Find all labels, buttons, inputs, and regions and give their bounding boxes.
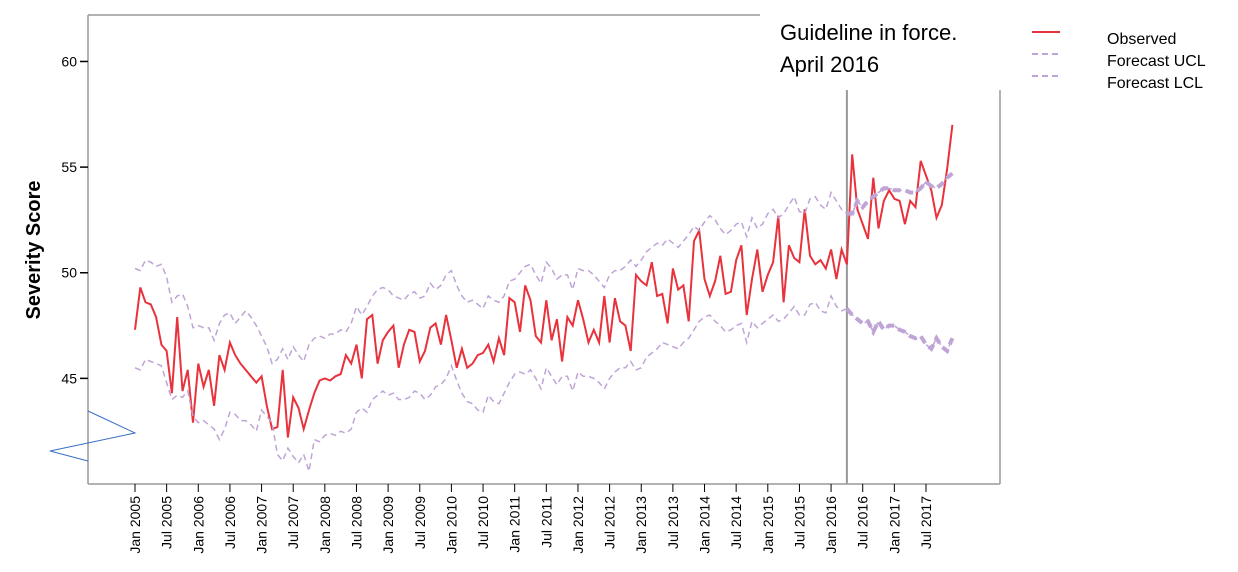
annotation-line: Guideline in force. <box>780 20 957 45</box>
x-tick-label: Jul 2013 <box>665 496 681 549</box>
annotation-line: April 2016 <box>780 52 879 77</box>
series-line-post <box>845 307 955 355</box>
x-tick-label: Jul 2014 <box>728 496 744 549</box>
series-line <box>134 294 954 472</box>
y-tick-label: 55 <box>61 159 77 175</box>
x-tick-label: Jul 2008 <box>348 496 364 549</box>
x-tick-label: Jan 2017 <box>886 496 902 554</box>
x-tick-label: Jul 2017 <box>918 496 934 549</box>
x-tick-label: Jan 2008 <box>317 496 333 554</box>
legend-label: Forecast LCL <box>1107 75 1203 92</box>
x-tick-label: Jul 2010 <box>475 496 491 549</box>
x-tick-label: Jul 2007 <box>285 496 301 549</box>
x-tick-label: Jul 2009 <box>412 496 428 549</box>
x-tick-label: Jul 2011 <box>538 496 554 548</box>
series-line <box>134 124 954 438</box>
x-tick-label: Jan 2012 <box>570 496 586 554</box>
x-tick-label: Jul 2012 <box>602 496 618 549</box>
y-tick-label: 45 <box>61 370 77 386</box>
x-tick-label: Jan 2010 <box>443 496 459 554</box>
x-tick-label: Jul 2015 <box>791 496 807 549</box>
legend-label: Observed <box>1107 31 1176 48</box>
legend-label: Forecast UCL <box>1107 53 1206 70</box>
x-tick-label: Jul 2005 <box>159 496 175 549</box>
y-tick-label: 50 <box>61 265 77 281</box>
series-line <box>134 172 953 365</box>
series-line-post <box>846 171 954 216</box>
x-tick-label: Jan 2011 <box>507 496 523 553</box>
x-tick-label: Jan 2005 <box>127 496 143 554</box>
artifact <box>49 410 137 462</box>
x-tick-label: Jan 2016 <box>823 496 839 554</box>
x-tick-label: Jul 2016 <box>855 496 871 549</box>
x-tick-label: Jan 2015 <box>760 496 776 554</box>
x-tick-label: Jan 2014 <box>697 496 713 554</box>
x-tick-label: Jan 2006 <box>190 496 206 554</box>
x-tick-label: Jan 2007 <box>254 496 270 554</box>
x-tick-label: Jul 2006 <box>222 496 238 549</box>
x-tick-label: Jan 2013 <box>633 496 649 554</box>
x-tick-label: Jan 2009 <box>380 496 396 554</box>
y-axis-title: Severity Score <box>23 181 45 320</box>
y-tick-label: 60 <box>61 53 77 69</box>
